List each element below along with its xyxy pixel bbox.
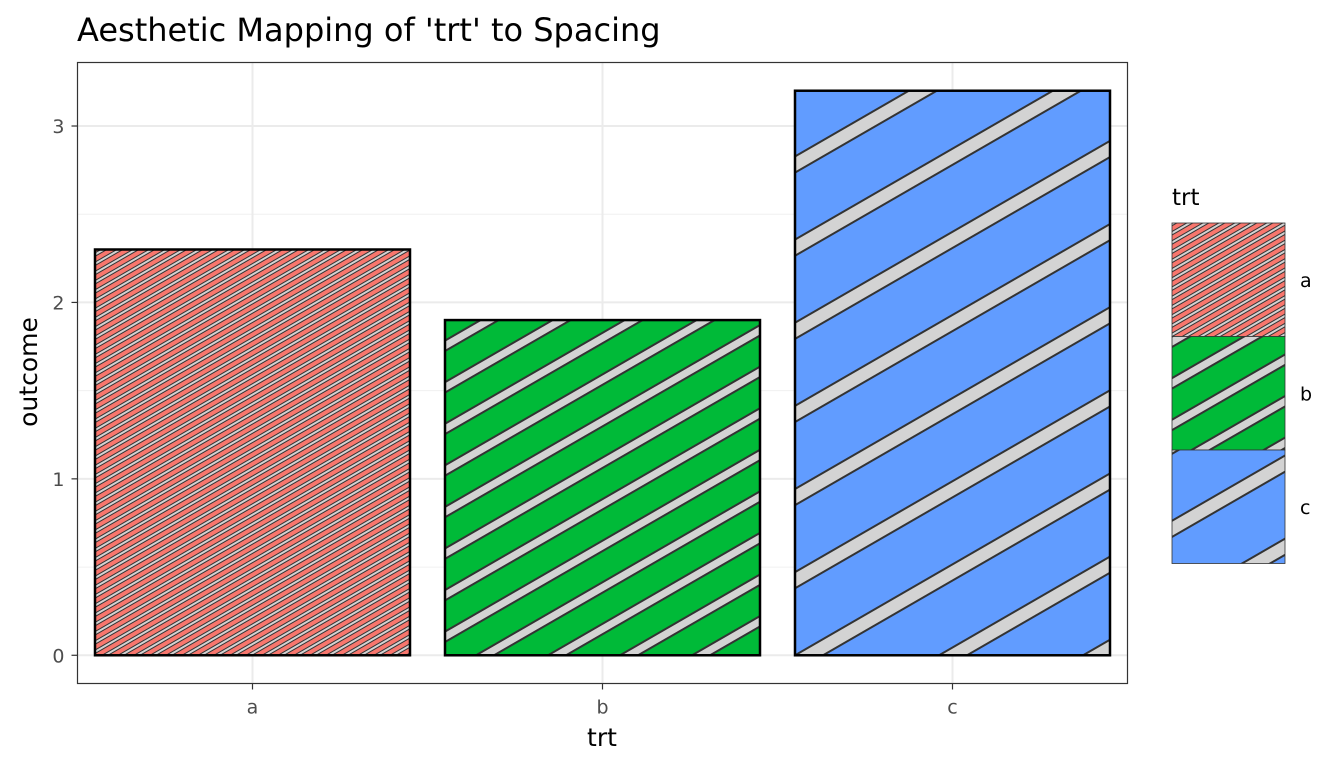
legend-key-a [1171,222,1286,337]
legend-key-c [1171,449,1286,564]
x-tick-label: b [596,697,608,719]
legend-label-c: c [1300,497,1310,519]
y-tick-label: 3 [52,116,64,138]
legend: trt a b c [1171,185,1312,564]
y-axis-title: outcome [14,317,43,427]
chart-title: Aesthetic Mapping of 'trt' to Spacing [77,11,661,49]
axes: 0 1 2 3 a b c [52,116,957,718]
x-tick-label: c [947,697,957,719]
y-tick-label: 2 [52,292,64,314]
bar-c [793,89,1112,657]
x-tick-label: a [247,697,259,719]
y-tick-label: 1 [52,469,64,491]
legend-label-a: a [1300,270,1312,292]
y-tick-label: 0 [52,645,64,667]
legend-label-b: b [1300,383,1312,405]
legend-title: trt [1172,185,1200,211]
bar-a [93,248,412,657]
bars [93,89,1112,657]
legend-key-b [1171,336,1286,451]
x-axis-title: trt [587,723,617,752]
bar-b [443,318,762,657]
